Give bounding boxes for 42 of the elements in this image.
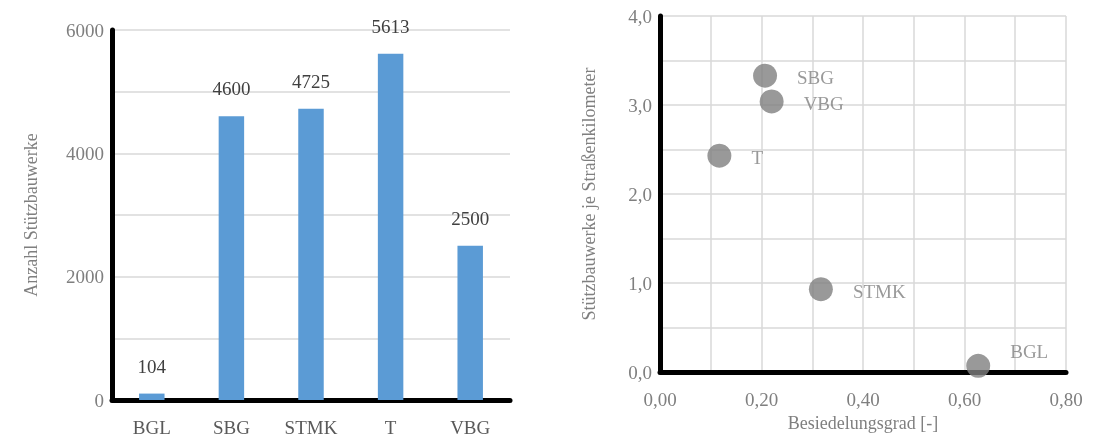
point <box>707 143 732 168</box>
bar <box>457 245 483 400</box>
bar <box>218 116 245 400</box>
point <box>966 353 991 378</box>
data-label: 4725 <box>292 70 330 92</box>
point <box>759 89 784 114</box>
y-tick-label: 0 <box>94 389 104 411</box>
x-tick-label: SBG <box>212 417 251 438</box>
y-tick-label: 6000 <box>66 19 104 41</box>
bar <box>298 108 324 400</box>
y-tick-label: 2000 <box>66 266 104 288</box>
x-axis-title: Besiedelungsgrad [-] <box>787 412 939 433</box>
data-label: 5613 <box>371 15 410 37</box>
x-tick-label: 0,00 <box>643 389 677 410</box>
annotation: VBG <box>803 92 845 114</box>
x-tick-label: BGL <box>132 417 171 438</box>
x-tick-label: STMK <box>284 417 338 438</box>
annotation: STMK <box>852 280 906 302</box>
bar <box>377 53 404 400</box>
data-label: 4600 <box>212 78 251 100</box>
y-tick-label: 2,0 <box>628 183 652 205</box>
annotation: BGL <box>1010 341 1049 363</box>
y-axis-title: Anzahl Stützbauwerke <box>21 133 41 297</box>
y-tick-label: 0,0 <box>628 361 652 383</box>
y-tick-label: 4000 <box>66 142 104 164</box>
point <box>808 277 833 302</box>
data-label: 104 <box>137 355 167 377</box>
x-tick-label: 0,80 <box>1049 389 1083 410</box>
data-label: 2500 <box>451 207 490 229</box>
x-tick-label: 0,60 <box>947 389 982 410</box>
x-tick-label: T <box>384 417 397 438</box>
bar <box>139 393 165 400</box>
y-tick-label: 1,0 <box>628 272 652 294</box>
x-tick-label: 0,20 <box>744 389 779 410</box>
annotation: SBG <box>797 67 835 89</box>
y-axis-title: Stützbauwerke je Straßenkilometer <box>579 67 599 321</box>
x-tick-label: VBG <box>450 417 491 438</box>
y-tick-label: 3,0 <box>628 94 652 116</box>
annotation: T <box>751 147 764 169</box>
x-tick-label: 0,40 <box>846 389 880 410</box>
y-tick-label: 4,0 <box>628 5 652 27</box>
point <box>753 63 778 88</box>
